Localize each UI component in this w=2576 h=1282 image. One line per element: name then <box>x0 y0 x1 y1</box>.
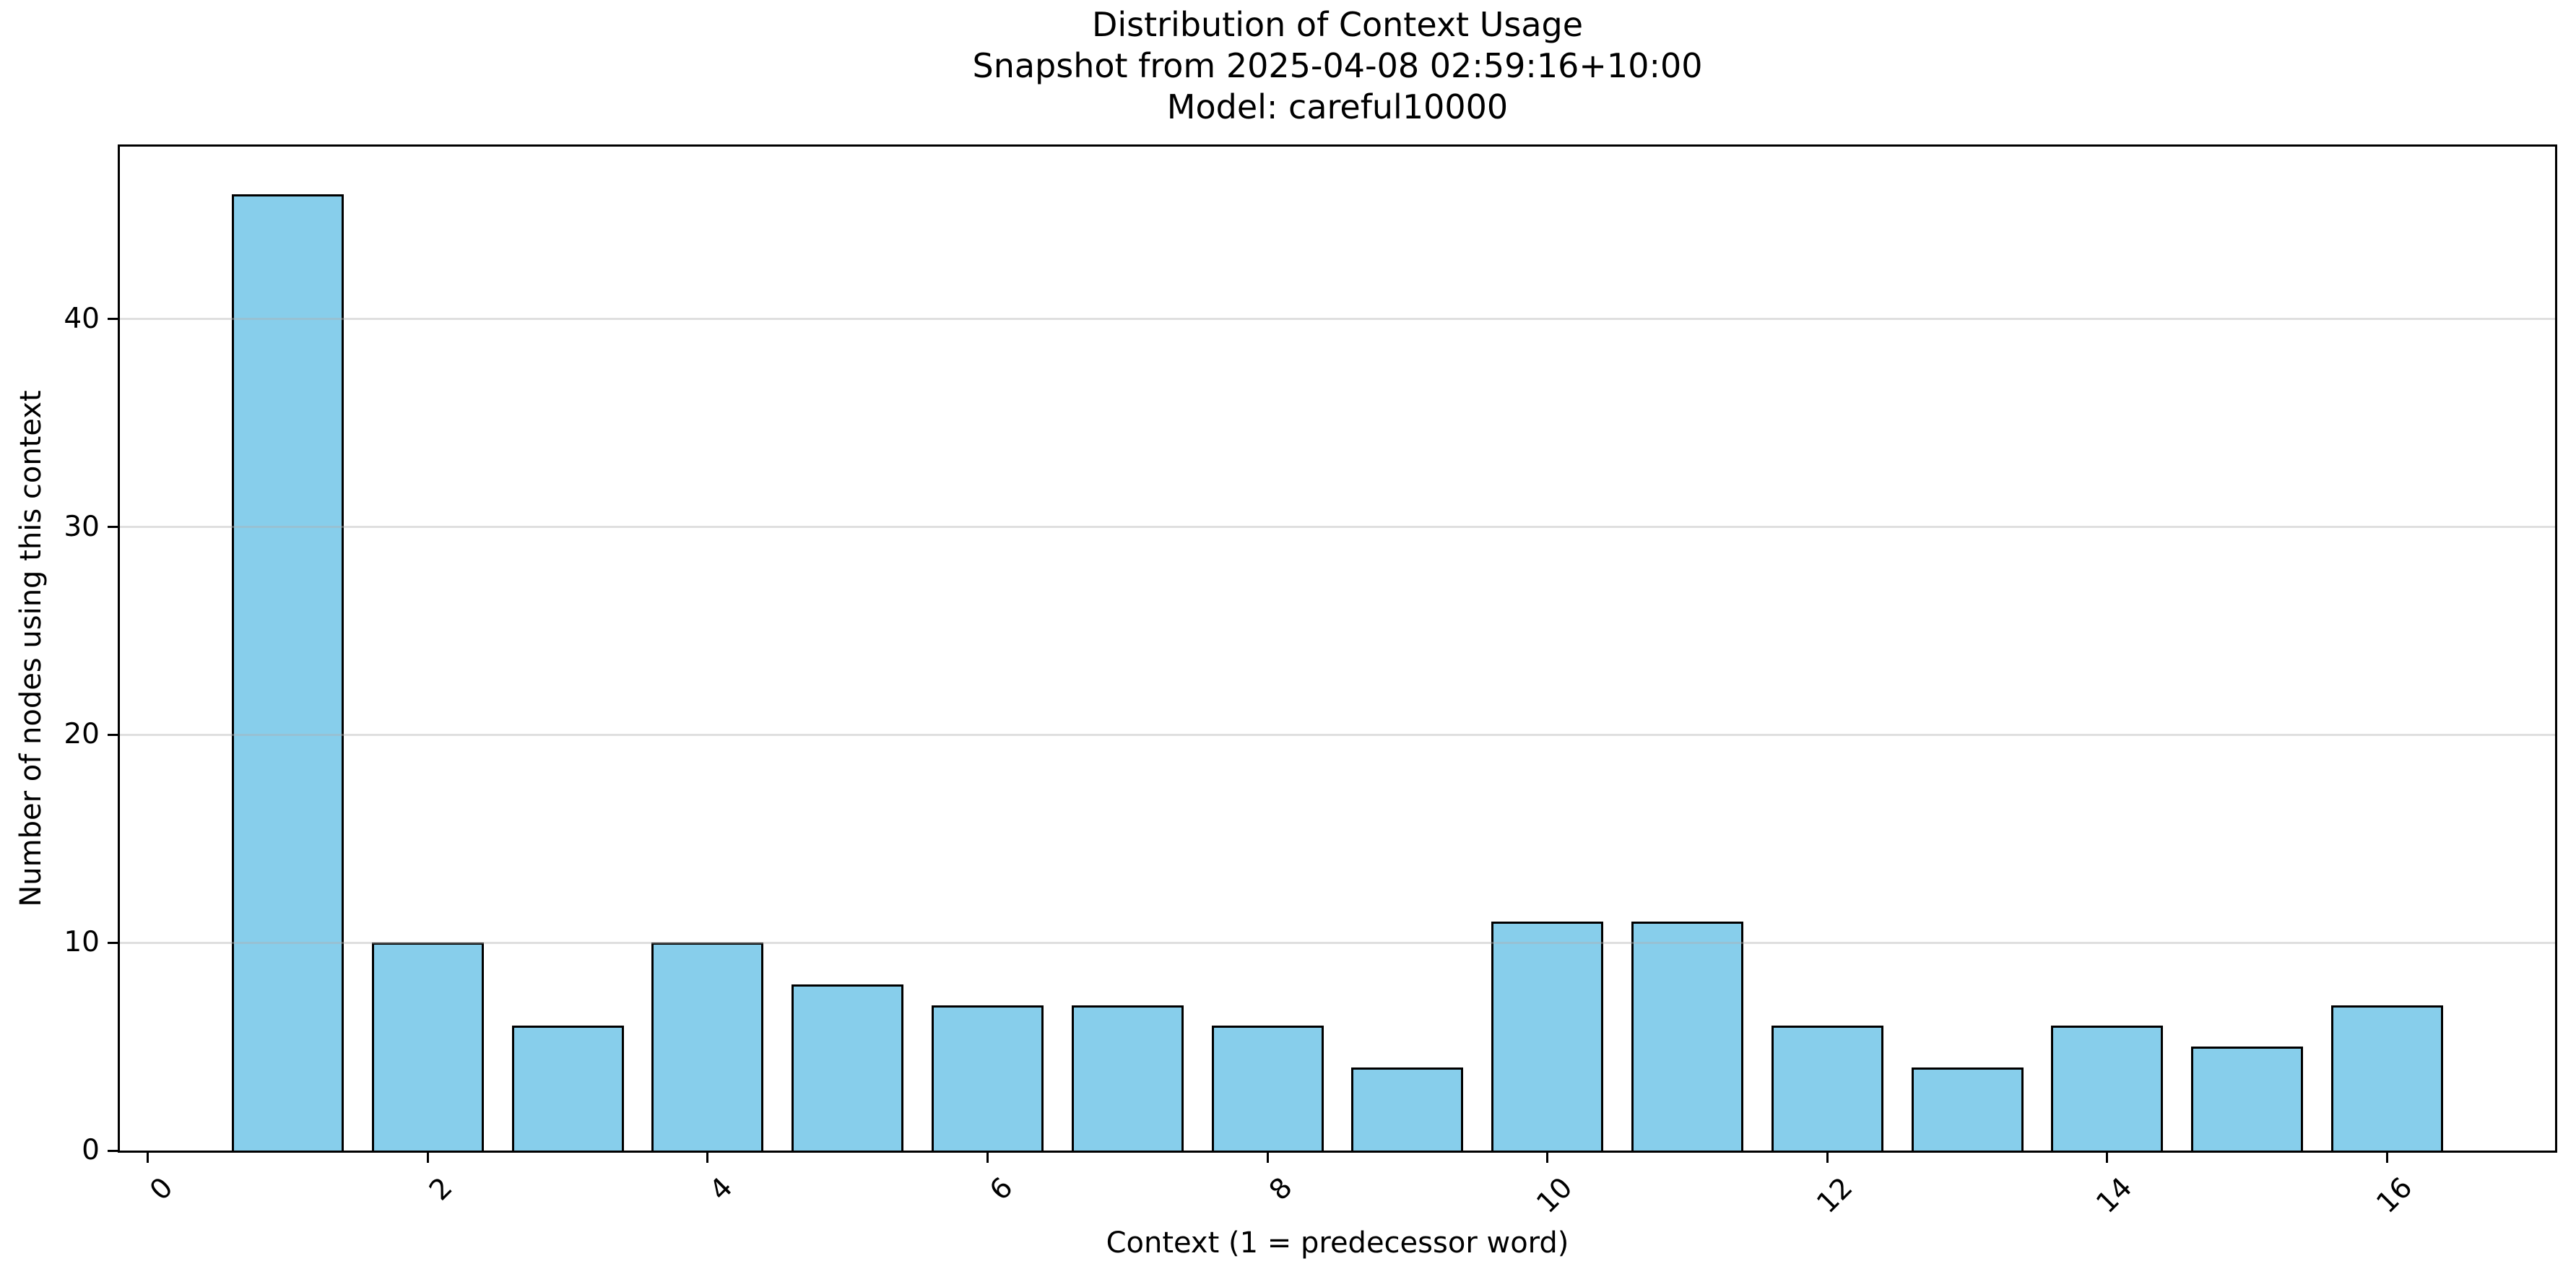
y-tick-label-20: 20 <box>64 718 100 751</box>
x-tick-10 <box>1546 1153 1549 1163</box>
x-tick-16 <box>2385 1153 2388 1163</box>
y-tick-40 <box>108 318 118 321</box>
x-tick-label-12: 12 <box>1810 1171 1860 1220</box>
x-tick-4 <box>706 1153 709 1163</box>
gridline-y10 <box>120 941 2555 944</box>
bar-x15 <box>2191 1047 2304 1151</box>
bar-x4 <box>651 943 764 1151</box>
bar-x12 <box>1771 1026 1883 1151</box>
chart-title: Distribution of Context Usage <box>1091 5 1584 44</box>
bar-x13 <box>1911 1067 2024 1151</box>
bar-x5 <box>792 984 904 1151</box>
bar-x6 <box>932 1005 1044 1151</box>
bar-x1 <box>232 194 344 1151</box>
x-tick-label-2: 2 <box>423 1171 460 1208</box>
x-tick-14 <box>2106 1153 2109 1163</box>
gridline-y20 <box>120 733 2555 736</box>
y-tick-30 <box>108 526 118 529</box>
x-axis-label: Context (1 = predecessor word) <box>1106 1226 1569 1260</box>
x-tick-6 <box>986 1153 989 1163</box>
bar-x11 <box>1631 922 1743 1151</box>
y-tick-label-0: 0 <box>82 1134 100 1166</box>
x-tick-0 <box>147 1153 149 1163</box>
x-tick-label-0: 0 <box>144 1171 180 1208</box>
chart-subtitle-model: Model: careful10000 <box>1166 87 1509 126</box>
x-tick-label-8: 8 <box>1263 1171 1299 1208</box>
bar-x8 <box>1211 1026 1324 1151</box>
y-tick-0 <box>108 1149 118 1152</box>
plot-area <box>118 144 2557 1153</box>
chart-title-block: Distribution of Context Usage Snapshot f… <box>471 4 2204 128</box>
y-tick-10 <box>108 941 118 944</box>
bar-x14 <box>2051 1026 2164 1151</box>
bar-x3 <box>511 1026 624 1151</box>
x-tick-label-16: 16 <box>2370 1171 2419 1220</box>
chart-subtitle-snapshot: Snapshot from 2025-04-08 02:59:16+10:00 <box>972 46 1703 85</box>
y-tick-20 <box>108 733 118 736</box>
x-tick-8 <box>1266 1153 1269 1163</box>
bar-x2 <box>371 943 484 1151</box>
x-tick-2 <box>426 1153 429 1163</box>
x-tick-label-4: 4 <box>703 1171 740 1208</box>
gridline-y40 <box>120 318 2555 321</box>
bar-x9 <box>1351 1067 1464 1151</box>
x-tick-label-10: 10 <box>1530 1171 1579 1220</box>
y-tick-label-10: 10 <box>64 926 100 959</box>
x-tick-label-14: 14 <box>2090 1171 2139 1220</box>
x-tick-label-6: 6 <box>983 1171 1020 1208</box>
gridline-y30 <box>120 526 2555 529</box>
bar-x7 <box>1071 1005 1184 1151</box>
bar-x10 <box>1491 922 1604 1151</box>
y-tick-label-40: 40 <box>64 302 100 335</box>
x-tick-12 <box>1826 1153 1829 1163</box>
y-axis-label: Number of nodes using this context <box>14 390 48 907</box>
y-tick-label-30: 30 <box>64 510 100 543</box>
bar-x16 <box>2330 1005 2443 1151</box>
